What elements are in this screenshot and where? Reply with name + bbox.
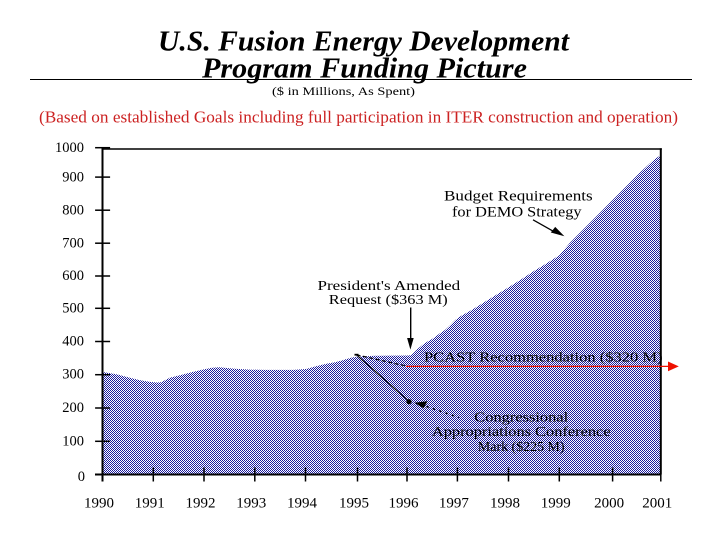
svg-text:1998: 1998 xyxy=(490,495,520,511)
svg-text:U.S. Fusion Energy Development: U.S. Fusion Energy Development xyxy=(158,26,570,58)
svg-text:0: 0 xyxy=(78,469,85,485)
svg-text:1990: 1990 xyxy=(84,495,114,511)
svg-text:100: 100 xyxy=(62,433,84,449)
svg-text:1994: 1994 xyxy=(287,495,318,511)
svg-text:1992: 1992 xyxy=(186,495,216,511)
svg-text:500: 500 xyxy=(62,300,84,316)
svg-text:700: 700 xyxy=(62,235,84,251)
svg-text:2001: 2001 xyxy=(642,495,672,511)
svg-text:800: 800 xyxy=(62,202,84,218)
svg-text:1996: 1996 xyxy=(389,495,420,511)
svg-text:300: 300 xyxy=(62,367,84,383)
svg-text:400: 400 xyxy=(62,334,84,350)
svg-text:1991: 1991 xyxy=(135,495,165,511)
svg-text:Congressional: Congressional xyxy=(474,409,568,424)
svg-text:Request ($363 M): Request ($363 M) xyxy=(329,293,448,308)
svg-text:for DEMO Strategy: for DEMO Strategy xyxy=(452,205,582,221)
svg-text:Mark ($225 M): Mark ($225 M) xyxy=(478,439,565,454)
svg-text:200: 200 xyxy=(62,400,84,416)
svg-text:(Based on established Goals in: (Based on established Goals including fu… xyxy=(39,108,678,127)
svg-text:1993: 1993 xyxy=(236,495,266,511)
svg-text:Appropriations Conference: Appropriations Conference xyxy=(432,424,611,439)
svg-text:900: 900 xyxy=(62,169,84,185)
svg-text:2000: 2000 xyxy=(594,495,624,511)
svg-text:President's Amended: President's Amended xyxy=(318,279,461,294)
svg-text:1000: 1000 xyxy=(55,140,84,156)
svg-text:600: 600 xyxy=(62,268,84,284)
svg-text:1999: 1999 xyxy=(541,495,571,511)
svg-text:1995: 1995 xyxy=(339,495,369,511)
svg-text:PCAST Recommendation ($320 M): PCAST Recommendation ($320 M) xyxy=(424,350,663,365)
svg-text:Budget Requirements: Budget Requirements xyxy=(444,189,593,205)
svg-text:1997: 1997 xyxy=(439,495,470,511)
svg-text:($ in Millions, As Spent): ($ in Millions, As Spent) xyxy=(272,85,415,98)
